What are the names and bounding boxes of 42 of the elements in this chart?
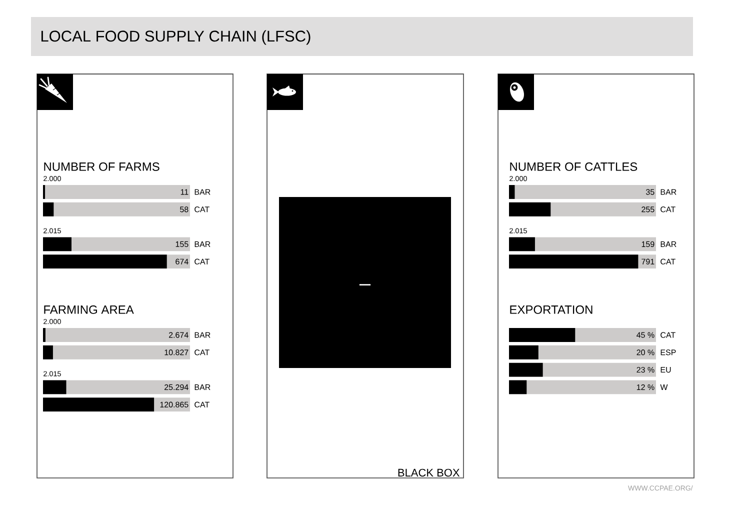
y-tick-label: CAT [194,258,210,264]
chart-title: EXPORTATION [510,305,592,314]
y-tick-label: BAR [194,332,210,338]
text: BLACK BOX [398,468,460,477]
text: LOCAL FOOD SUPPLY CHAIN (LFSC) [41,30,310,45]
data-label: 45 % [636,332,654,338]
data-label: 155 [176,241,188,247]
chart-title: NUMBER OF CATTLES [510,162,638,171]
y-tick-label: CAT [194,206,210,212]
data-label: 2.674 [168,332,188,338]
data-label: 791 [642,258,654,264]
data-label: 58 [180,206,188,212]
data-label: 20 % [636,350,654,356]
data-label: 10.827 [164,350,188,356]
chart-title: FARMING AREA [44,305,134,314]
y-tick-label: BAR [660,189,676,195]
data-label: 35 [646,189,654,195]
y-tick-label: EU [660,366,671,373]
y-tick-label: CAT [660,258,676,264]
y-tick-label: ESP [660,350,676,356]
y-tick-label: CAT [660,206,676,212]
y-tick-label: CAT [194,402,210,408]
y-tick-label: CAT [660,332,676,338]
data-label: 11 [180,189,188,195]
bar [509,362,543,377]
chart-title: NUMBER OF FARMS [44,162,160,171]
bar [509,380,527,394]
y-tick-label: BAR [194,189,210,195]
text: – [359,284,371,286]
y-tick-label: BAR [194,241,210,247]
data-label: 23 % [636,366,654,373]
y-tick-label: W [660,384,668,390]
data-label: 25.294 [164,384,188,390]
data-label: 159 [642,241,654,248]
data-label: 674 [176,258,188,264]
data-label: 120.865 [160,402,188,408]
data-label: 255 [642,206,654,212]
y-tick-label: BAR [194,384,210,390]
y-tick-label: CAT [194,350,210,356]
bar [509,345,538,360]
data-label: 12 % [636,384,654,390]
y-tick-label: BAR [660,241,676,247]
